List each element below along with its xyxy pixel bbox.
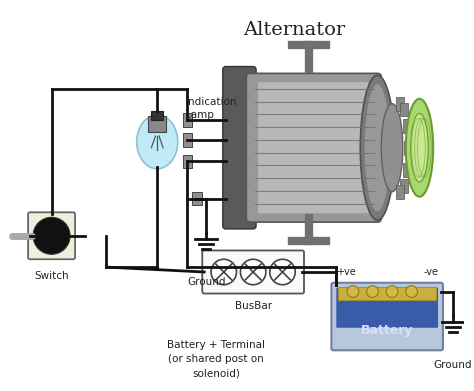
Bar [338,287,436,300]
Bar [151,111,163,120]
Bar [396,97,404,111]
Text: Ground: Ground [187,277,226,287]
Ellipse shape [360,75,394,220]
Ellipse shape [410,113,428,182]
Circle shape [366,286,378,298]
Bar [403,119,410,133]
Circle shape [240,259,266,285]
FancyBboxPatch shape [223,66,256,229]
Text: Switch: Switch [34,271,69,281]
Bar [400,103,408,117]
Bar [148,117,166,132]
Bar [182,113,192,127]
Circle shape [386,286,398,298]
Text: +ve: +ve [337,267,356,277]
FancyBboxPatch shape [202,251,304,294]
FancyBboxPatch shape [258,82,370,213]
Ellipse shape [137,115,178,169]
Text: Battery + Terminal
(or shared post on
solenoid): Battery + Terminal (or shared post on so… [167,341,265,378]
Bar [182,133,192,147]
Ellipse shape [406,99,433,197]
Circle shape [270,259,295,285]
Circle shape [406,286,418,298]
Circle shape [33,217,70,254]
Bar [404,141,411,154]
Bar [400,179,408,193]
FancyBboxPatch shape [246,74,381,222]
Ellipse shape [365,84,390,211]
FancyBboxPatch shape [28,212,75,259]
Bar [396,185,404,199]
Circle shape [347,286,359,298]
Text: Battery: Battery [361,324,413,337]
Bar [403,163,410,177]
Text: Alternator: Alternator [243,21,345,39]
Bar [182,154,192,168]
Ellipse shape [381,104,403,192]
FancyBboxPatch shape [337,288,438,328]
Circle shape [211,259,237,285]
Text: Ground: Ground [434,360,472,370]
Text: -ve: -ve [423,267,438,277]
Text: Indication
Lamp: Indication Lamp [185,97,236,120]
Text: BusBar: BusBar [235,301,272,311]
Bar [192,192,202,205]
FancyBboxPatch shape [331,283,443,350]
